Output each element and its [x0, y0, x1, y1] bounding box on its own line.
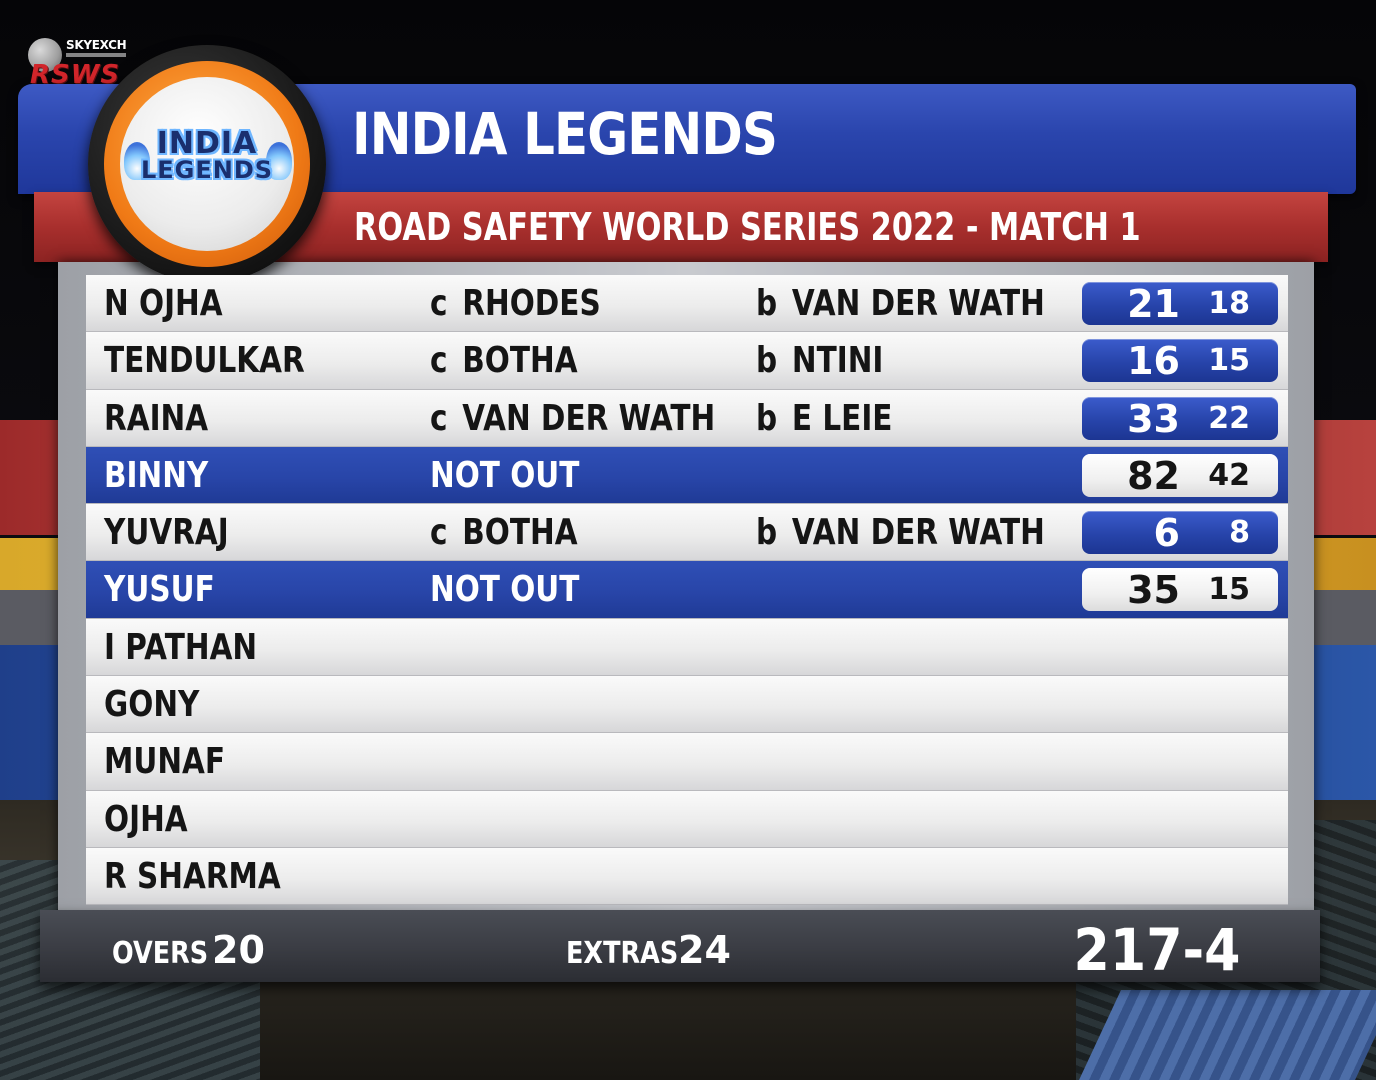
team-name: INDIA LEGENDS: [352, 100, 778, 168]
score-box: 21 18: [1082, 282, 1278, 325]
batting-card: N OJHA c RHODES b VAN DER WATH 21 18 TENDU…: [86, 275, 1288, 906]
batsman-row-yet-to-bat: GONY: [86, 676, 1288, 734]
score-box: 6 8: [1082, 511, 1278, 556]
batsman-name: OJHA: [104, 798, 188, 840]
flame-icon: [124, 142, 150, 180]
badge-text-line1: INDIA: [156, 126, 258, 161]
batsman-name: GONY: [104, 684, 200, 726]
logo-tagline: [66, 53, 126, 57]
batsman-name: TENDULKAR: [104, 340, 305, 382]
balls-faced: 18: [1208, 286, 1250, 321]
balls-faced: 42: [1208, 457, 1250, 493]
not-out-status: NOT OUT: [430, 569, 580, 611]
batsman-row-not-out: YUSUF NOT OUT 35 15: [86, 561, 1288, 619]
overs-label: OVERS: [112, 936, 209, 971]
score-box: 16 15: [1082, 339, 1278, 384]
dismissal-fielder: c RHODES: [430, 283, 601, 324]
badge-text-line2: LEGENDS: [140, 156, 274, 184]
batsman-name: I PATHAN: [104, 626, 258, 668]
dismissal-fielder: c BOTHA: [430, 512, 578, 554]
innings-total: 217-4: [1073, 916, 1240, 984]
runs: 21: [1127, 282, 1180, 326]
innings-summary-bar: [40, 910, 1320, 982]
runs: 82: [1127, 453, 1180, 498]
extras-value: 24: [678, 928, 731, 972]
overs-value: 20: [212, 928, 265, 972]
runs: 16: [1127, 339, 1180, 384]
cricket-ball-icon: [28, 38, 62, 72]
sponsor-name: SKYEXCH: [66, 38, 127, 52]
extras-label: EXTRAS: [566, 936, 679, 971]
dismissal-bowler: b VAN DER WATH: [756, 283, 1045, 324]
batsman-row: YUVRAJ c BOTHA b VAN DER WATH 6 8: [86, 504, 1288, 562]
score-box: 35 15: [1082, 568, 1278, 613]
balls-faced: 8: [1229, 515, 1250, 551]
batsman-row-not-out: BINNY NOT OUT 82 42: [86, 446, 1288, 505]
score-box: 33 22: [1082, 396, 1278, 441]
flame-icon: [266, 142, 292, 180]
balls-faced: 15: [1208, 343, 1250, 379]
dismissal-bowler: b VAN DER WATH: [756, 512, 1045, 554]
batsman-row-yet-to-bat: I PATHAN: [86, 618, 1288, 677]
score-box: 82 42: [1082, 453, 1278, 498]
not-out-status: NOT OUT: [430, 454, 580, 496]
match-title: ROAD SAFETY WORLD SERIES 2022 - MATCH 1: [354, 205, 1141, 249]
batsman-row-yet-to-bat: MUNAF: [86, 733, 1288, 791]
balls-faced: 22: [1208, 400, 1250, 436]
dismissal-fielder: c BOTHA: [430, 340, 578, 382]
dismissal-fielder: c VAN DER WATH: [430, 397, 716, 439]
stadium-roof: [1079, 990, 1376, 1080]
batsman-name: YUVRAJ: [104, 512, 229, 554]
batsman-name: RAINA: [104, 397, 209, 439]
batsman-name: BINNY: [104, 454, 209, 496]
batsman-row: N OJHA c RHODES b VAN DER WATH 21 18: [86, 275, 1288, 333]
batsman-row: TENDULKAR c BOTHA b NTINI 16 15: [86, 332, 1288, 390]
batsman-name: MUNAF: [104, 741, 226, 783]
batsman-name: R SHARMA: [104, 855, 281, 897]
batsman-name: YUSUF: [104, 569, 215, 611]
batsman-name: N OJHA: [104, 283, 223, 324]
runs: 35: [1127, 568, 1180, 613]
batsman-row-yet-to-bat: R SHARMA: [86, 847, 1288, 906]
dismissal-bowler: b NTINI: [756, 340, 884, 382]
batsman-row-yet-to-bat: OJHA: [86, 790, 1288, 848]
runs: 6: [1153, 511, 1180, 556]
balls-faced: 15: [1208, 572, 1250, 608]
runs: 33: [1127, 396, 1180, 441]
